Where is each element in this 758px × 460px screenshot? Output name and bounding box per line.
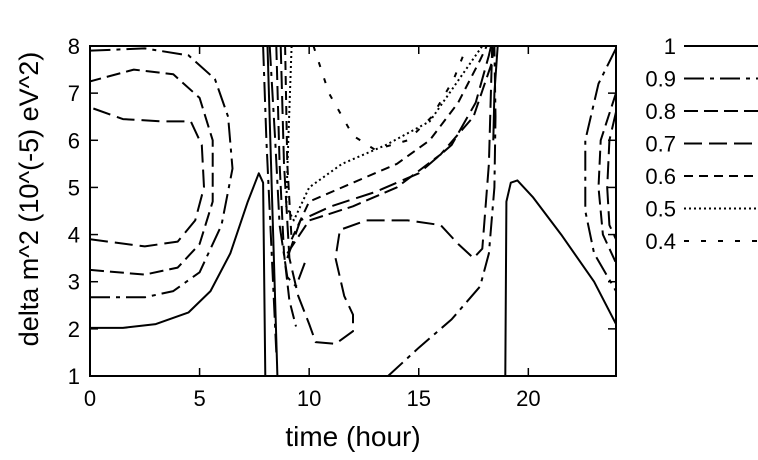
x-axis: 0 5 10 15 20 (84, 46, 541, 411)
y-tick-label: 4 (68, 223, 80, 248)
legend-label: 0.4 (645, 229, 676, 254)
legend-label: 0.9 (645, 67, 676, 92)
y-axis-label: delta m^2 (10^(-5) eV^2) (14, 52, 44, 347)
contour-lines (90, 46, 616, 376)
contour-line-0.9-4 (387, 46, 497, 376)
contour-line-0.8-1 (90, 68, 214, 276)
legend-label: 0.8 (645, 99, 676, 124)
contour-line-1-1 (90, 172, 267, 376)
x-tick-label: 0 (84, 386, 96, 411)
y-tick-label: 3 (68, 270, 80, 295)
y-tick-label: 7 (68, 81, 80, 106)
contour-line-0.9-1 (90, 47, 234, 299)
contour-line-0.8-4 (597, 92, 616, 264)
x-tick-label: 15 (407, 386, 431, 411)
contour-line-0.9-2 (262, 46, 278, 353)
contour-line-0.4-1 (312, 46, 468, 151)
x-axis-label: time (hour) (285, 421, 420, 452)
contour-line-0.7-2 (279, 46, 494, 345)
legend-label: 0.6 (645, 164, 676, 189)
y-tick-label: 1 (68, 364, 80, 389)
contour-line-1-4 (504, 179, 616, 376)
plot-frame (89, 45, 617, 377)
contour-line-1-3 (492, 46, 499, 141)
contour-line-0.7-3 (286, 46, 493, 259)
contour-line-0.6-1 (284, 46, 293, 240)
x-tick-label: 5 (193, 386, 205, 411)
y-tick-label: 8 (68, 34, 80, 59)
contour-line-0.6-2 (290, 46, 488, 240)
x-tick-label: 20 (516, 386, 540, 411)
legend-label: 0.5 (645, 197, 676, 222)
legend-label: 0.7 (645, 132, 676, 157)
contour-line-0.7-4 (606, 111, 616, 240)
y-tick-label: 6 (68, 128, 80, 153)
contour-line-0.5-1 (285, 46, 484, 222)
contour-line-0.9-3 (268, 46, 306, 288)
contour-line-0.9-5 (584, 47, 616, 292)
legend: 1 0.9 0.8 0.7 0.6 0.5 0.4 (645, 34, 758, 254)
contour-line-0.7-1 (90, 106, 205, 248)
contour-line-1-2 (266, 46, 279, 376)
y-axis: 1 2 3 4 5 6 7 8 (68, 34, 616, 389)
contour-line-0.8-2 (275, 46, 297, 327)
x-tick-label: 10 (297, 386, 321, 411)
legend-label: 1 (664, 34, 676, 59)
y-tick-label: 5 (68, 175, 80, 200)
y-tick-label: 2 (68, 317, 80, 342)
contour-line-0.8-3 (286, 46, 496, 254)
